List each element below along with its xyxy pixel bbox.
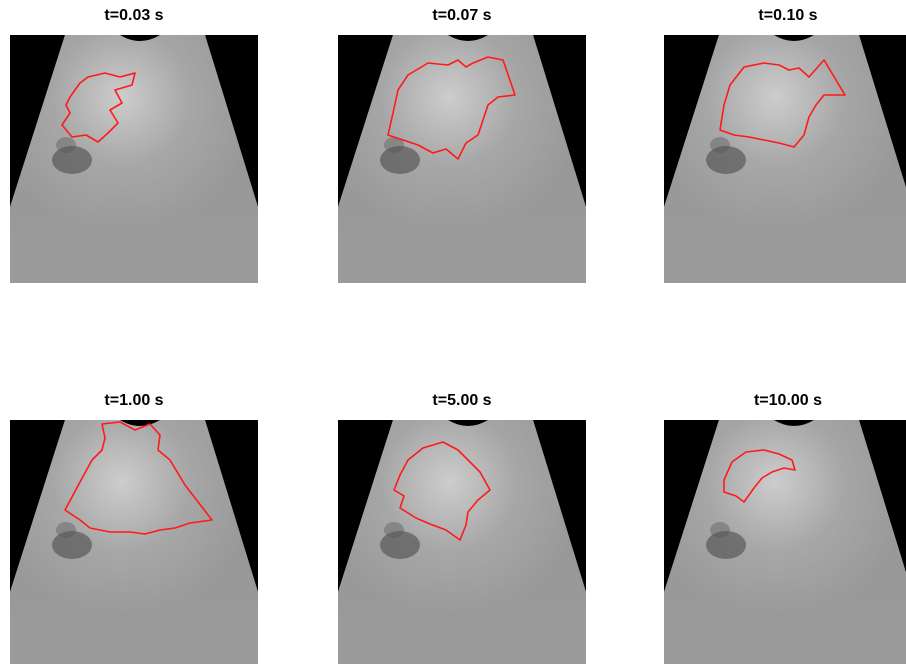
panel bbox=[10, 420, 258, 664]
panel-title: t=10.00 s bbox=[754, 392, 822, 409]
panel-title: t=5.00 s bbox=[432, 392, 491, 409]
page: t=0.03 s t=0.07 s t=0.10 s t=1.00 s t=5.… bbox=[0, 0, 906, 664]
panel-title: t=1.00 s bbox=[104, 392, 163, 409]
panel-title: t=0.10 s bbox=[758, 7, 817, 24]
panel bbox=[664, 420, 906, 664]
panel bbox=[338, 35, 586, 283]
panel bbox=[338, 420, 586, 664]
panel-title: t=0.03 s bbox=[104, 7, 163, 24]
panel bbox=[10, 35, 258, 283]
panel bbox=[664, 35, 906, 283]
figure: t=0.03 s t=0.07 s t=0.10 s t=1.00 s t=5.… bbox=[0, 0, 906, 664]
panel-title: t=0.07 s bbox=[432, 7, 491, 24]
